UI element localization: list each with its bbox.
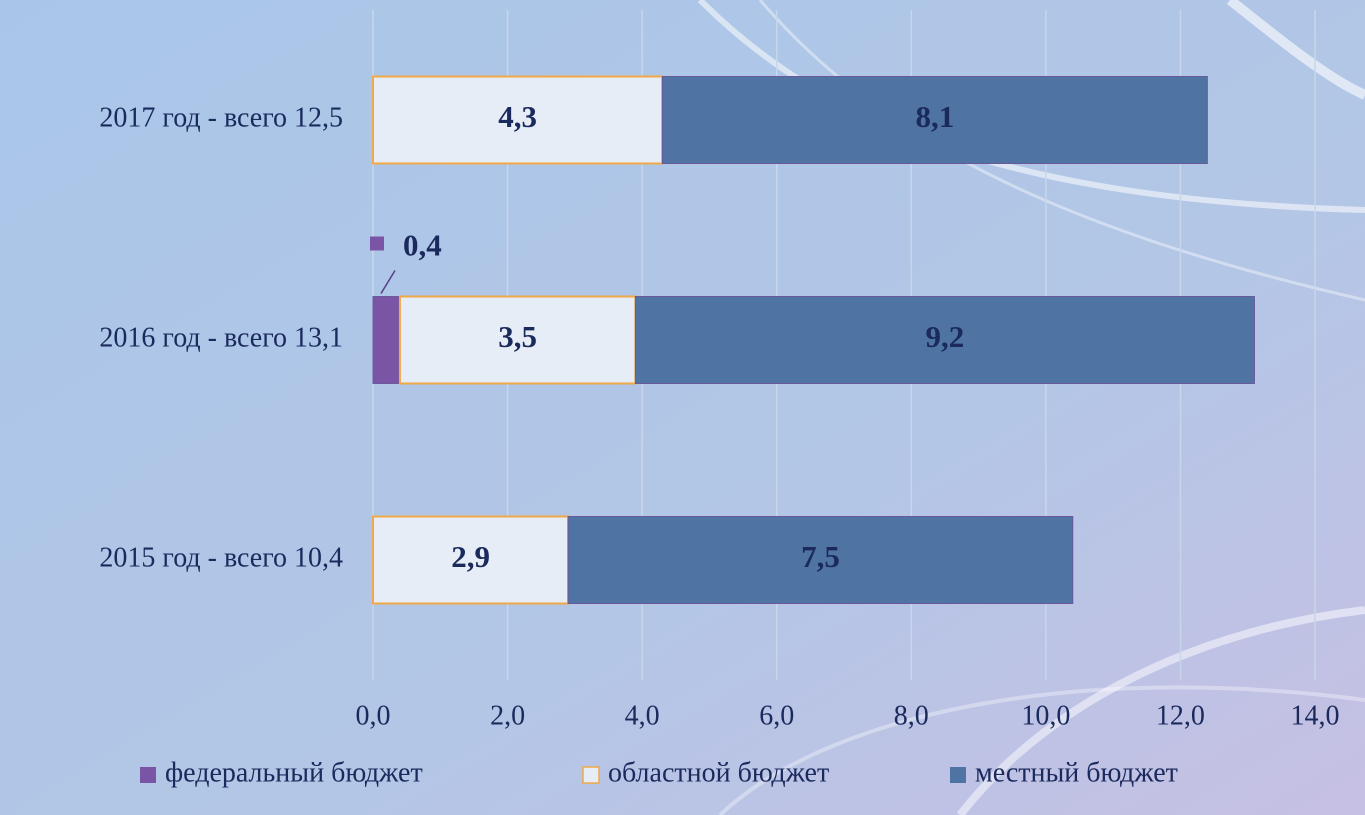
x-tick-label: 6,0 — [759, 700, 794, 731]
x-tick-label: 2,0 — [490, 700, 525, 731]
decoration — [697, 0, 1365, 815]
legend-key — [582, 766, 600, 784]
bar-segment — [661, 76, 1208, 164]
data-label: 2,9 — [451, 539, 490, 574]
bar-segment — [372, 296, 401, 384]
data-label: 0,4 — [403, 228, 442, 263]
bar-segment — [372, 75, 664, 165]
legend-label: областной бюджет — [608, 757, 829, 788]
x-tick-label: 10,0 — [1021, 700, 1070, 731]
legend-label: федеральный бюджет — [165, 757, 423, 788]
data-label: 7,5 — [801, 539, 840, 574]
x-tick-label: 4,0 — [625, 700, 660, 731]
bar-segment — [567, 516, 1074, 604]
label-key — [370, 236, 384, 251]
data-label: 4,3 — [498, 99, 537, 134]
bar-segment — [634, 296, 1255, 384]
data-label: 9,2 — [926, 319, 965, 354]
legend-key — [950, 767, 966, 783]
leader-line — [380, 270, 396, 294]
category-label: 2015 год - всего 10,4 — [99, 542, 343, 573]
x-tick-label: 8,0 — [894, 700, 929, 731]
legend-key — [140, 767, 156, 783]
x-tick-label: 14,0 — [1291, 700, 1340, 731]
category-label: 2017 год - всего 12,5 — [99, 102, 343, 133]
x-tick-label: 12,0 — [1156, 700, 1205, 731]
category-label: 2016 год - всего 13,1 — [99, 322, 343, 353]
data-label: 8,1 — [915, 99, 954, 134]
legend-label: местный бюджет — [975, 757, 1178, 788]
data-label: 3,5 — [498, 319, 537, 354]
bar-segment — [398, 295, 637, 385]
x-tick-label: 0,0 — [356, 700, 391, 731]
